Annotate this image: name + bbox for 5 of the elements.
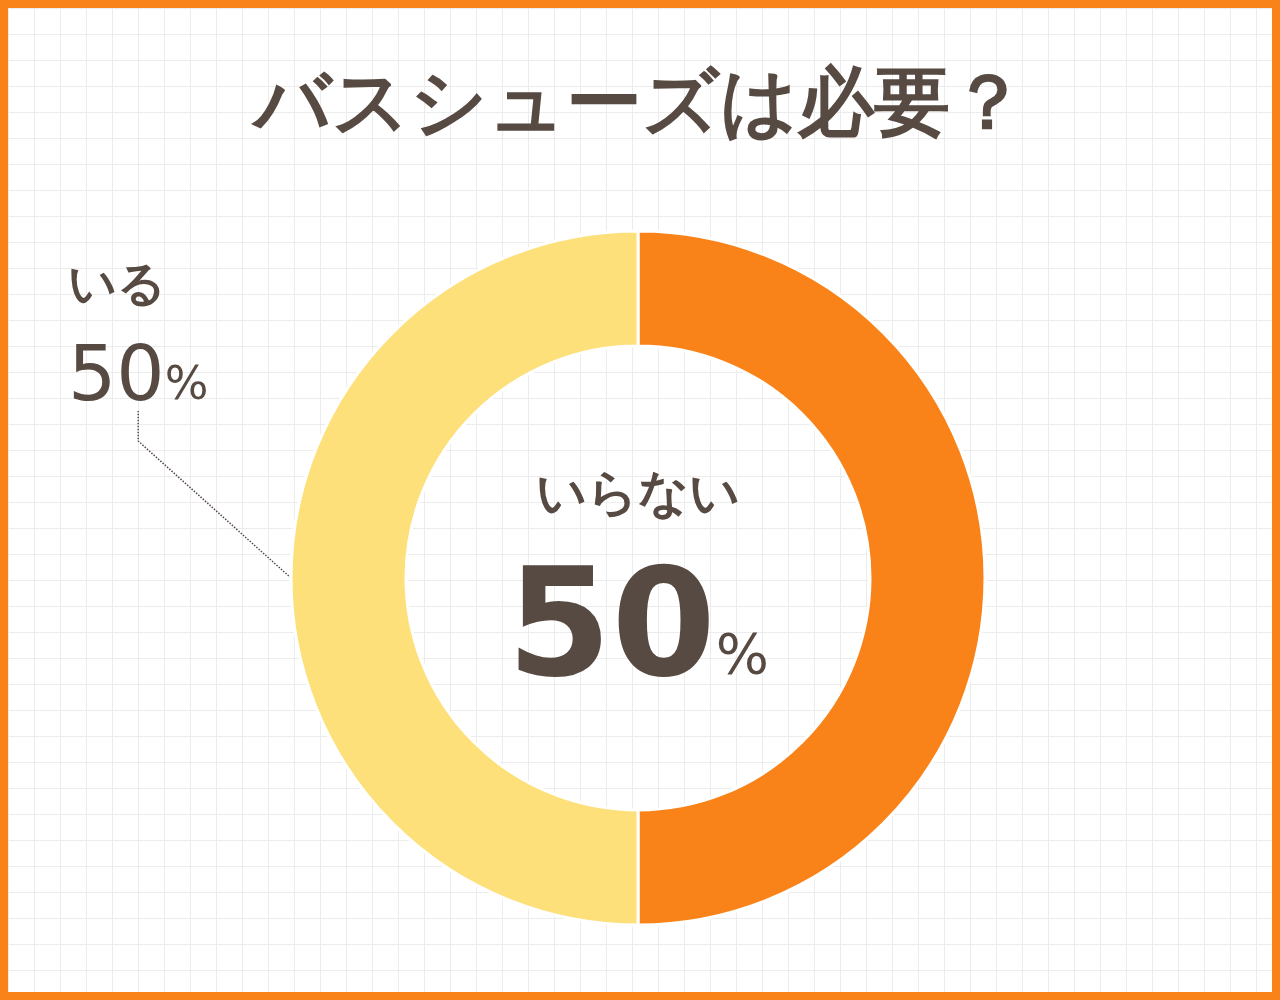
- data-label: 50%: [507, 536, 769, 710]
- slice-label: いる: [68, 255, 166, 311]
- data-label: 50%: [68, 328, 209, 418]
- chart-title: バスシューズは必要？: [250, 56, 1026, 146]
- slice-label: いらない: [536, 464, 740, 522]
